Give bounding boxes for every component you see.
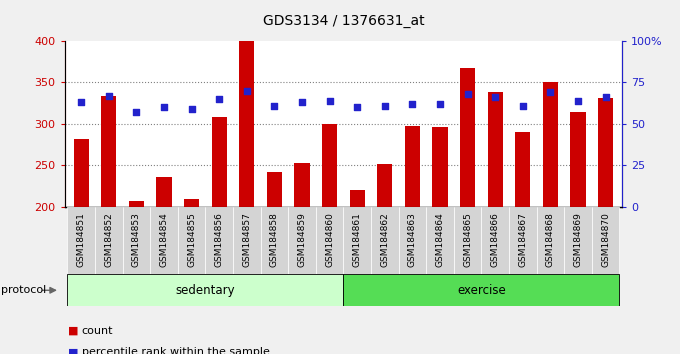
Text: GSM184853: GSM184853 (132, 212, 141, 267)
Text: GSM184856: GSM184856 (215, 212, 224, 267)
Point (435, 101, 445, 107)
Point (573, 98, 583, 103)
Bar (460, 68, 475, 207)
Bar (543, 82, 558, 207)
Text: GSM184868: GSM184868 (546, 212, 555, 267)
Bar (405, 126, 420, 207)
Bar (398, 207, 426, 274)
Text: GSM184870: GSM184870 (601, 212, 610, 267)
Text: GSM184851: GSM184851 (77, 212, 86, 267)
Point (490, 95, 500, 100)
Bar (177, 207, 205, 274)
Bar (592, 207, 619, 274)
Text: GSM184862: GSM184862 (380, 212, 390, 267)
Bar (432, 127, 447, 207)
Point (324, 98, 335, 103)
Bar (488, 92, 503, 207)
Text: GSM184854: GSM184854 (160, 212, 169, 267)
Bar (288, 207, 316, 274)
Bar (239, 41, 254, 207)
Bar (598, 98, 613, 207)
Point (75, 99, 86, 105)
Bar (571, 112, 585, 207)
Bar (454, 207, 481, 274)
Text: GSM184864: GSM184864 (435, 212, 445, 267)
Bar (233, 207, 260, 274)
Text: GSM184858: GSM184858 (270, 212, 279, 267)
Bar (67, 274, 343, 306)
Text: GDS3134 / 1376631_at: GDS3134 / 1376631_at (262, 14, 424, 28)
Point (131, 109, 142, 115)
Bar (156, 177, 171, 207)
Point (186, 106, 197, 112)
Text: count: count (82, 326, 113, 336)
Text: ■: ■ (68, 326, 78, 336)
Point (296, 99, 307, 105)
Text: GSM184867: GSM184867 (518, 212, 527, 267)
Bar (350, 190, 364, 207)
Bar (267, 172, 282, 207)
Point (241, 88, 252, 93)
Bar (184, 199, 199, 207)
Point (600, 95, 611, 100)
Point (407, 101, 418, 107)
Bar (122, 207, 150, 274)
Text: GSM184860: GSM184860 (325, 212, 334, 267)
Bar (73, 139, 89, 207)
Point (545, 90, 556, 95)
Point (379, 103, 390, 108)
Bar (316, 207, 343, 274)
Bar (343, 274, 619, 306)
Bar (101, 96, 116, 207)
Text: GSM184861: GSM184861 (353, 212, 362, 267)
Bar (294, 163, 309, 207)
Text: GSM184857: GSM184857 (242, 212, 252, 267)
Point (214, 96, 224, 102)
Text: GSM184866: GSM184866 (491, 212, 500, 267)
Bar (129, 201, 144, 207)
Text: exercise: exercise (457, 284, 506, 297)
Point (103, 93, 114, 98)
Bar (322, 124, 337, 207)
Bar (211, 117, 226, 207)
Text: GSM184855: GSM184855 (187, 212, 196, 267)
Point (269, 103, 280, 108)
Bar (426, 207, 454, 274)
Bar (150, 207, 177, 274)
Bar (67, 207, 95, 274)
Point (462, 91, 473, 97)
Point (517, 103, 528, 108)
Text: sedentary: sedentary (175, 284, 235, 297)
Text: GSM184865: GSM184865 (463, 212, 472, 267)
Bar (515, 132, 530, 207)
Text: GSM184869: GSM184869 (573, 212, 583, 267)
Bar (371, 207, 398, 274)
Text: GSM184863: GSM184863 (408, 212, 417, 267)
Text: protocol: protocol (1, 285, 47, 295)
Text: GSM184859: GSM184859 (297, 212, 307, 267)
Bar (537, 207, 564, 274)
Bar (343, 207, 371, 274)
Bar (205, 207, 233, 274)
Bar (509, 207, 537, 274)
Bar (564, 207, 592, 274)
Point (158, 104, 169, 110)
Point (352, 104, 362, 110)
Bar (377, 164, 392, 207)
Bar (260, 207, 288, 274)
Text: ■: ■ (68, 347, 78, 354)
Text: percentile rank within the sample: percentile rank within the sample (82, 347, 269, 354)
Text: GSM184852: GSM184852 (104, 212, 114, 267)
Bar (481, 207, 509, 274)
Bar (95, 207, 122, 274)
